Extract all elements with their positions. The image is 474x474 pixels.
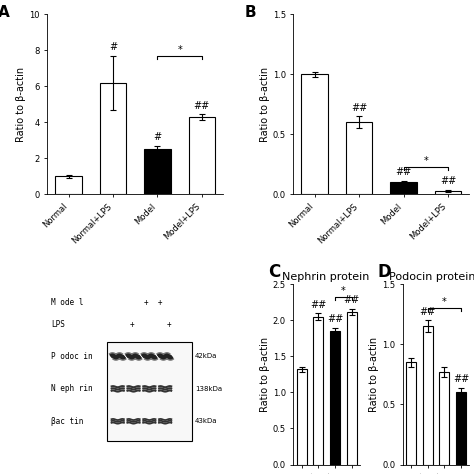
Text: Nephrin protein: Nephrin protein [283,272,370,282]
Text: N eph rin: N eph rin [51,384,92,393]
Bar [435,191,461,194]
Text: 138kDa: 138kDa [195,386,222,392]
Text: *: * [177,46,182,55]
Bar [390,182,417,194]
Text: *: * [442,297,447,307]
Bar [439,372,449,465]
Text: B: B [244,5,256,20]
Text: ##: ## [440,176,456,186]
Text: ##: ## [327,314,343,324]
Text: ##: ## [351,103,367,113]
Bar [347,312,357,465]
Text: ##: ## [194,100,210,110]
Bar [55,176,82,194]
Bar [330,331,340,465]
Bar [406,363,416,465]
Text: +       +: + + [130,319,172,328]
Text: M ode l: M ode l [51,298,83,307]
Bar [144,149,171,194]
Y-axis label: Ratio to β-actin: Ratio to β-actin [260,67,270,142]
Bar [456,392,466,465]
Text: A: A [0,5,10,20]
Bar [297,369,307,465]
Text: ##: ## [310,300,327,310]
Text: 43kDa: 43kDa [195,418,218,424]
Text: Podocin protein: Podocin protein [390,272,474,282]
Text: ##: ## [453,374,469,384]
Text: C: C [268,263,281,281]
Bar [189,117,215,194]
FancyBboxPatch shape [107,342,191,441]
Text: ##: ## [395,167,412,177]
Bar [301,74,328,194]
Y-axis label: Ratio to β-actin: Ratio to β-actin [369,337,379,412]
Y-axis label: Ratio to β-actin: Ratio to β-actin [260,337,270,412]
Text: 42kDa: 42kDa [195,354,218,359]
Text: ##: ## [344,295,360,305]
Bar [423,327,433,465]
Text: LPS: LPS [51,319,65,328]
Text: #: # [109,42,117,52]
Y-axis label: Ratio to β-actin: Ratio to β-actin [17,67,27,142]
Text: #: # [154,132,162,142]
Text: P odoc in: P odoc in [51,352,92,361]
Text: ##: ## [419,307,436,317]
Text: +  +: + + [144,298,163,307]
Text: βac tin: βac tin [51,417,83,426]
Bar [346,122,373,194]
Bar [313,317,323,465]
Text: *: * [423,156,428,166]
Bar [100,82,127,194]
Text: *: * [341,286,346,296]
Text: D: D [378,263,392,281]
